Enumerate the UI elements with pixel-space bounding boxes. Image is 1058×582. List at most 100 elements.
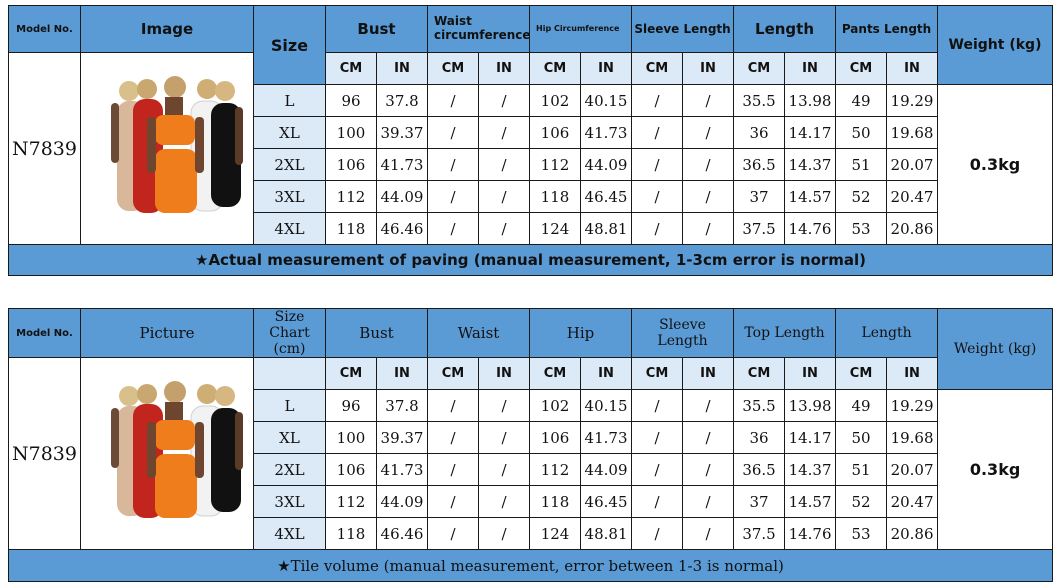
value-cell: / [682,84,735,117]
size-cell: 2XL [253,148,326,181]
value-cell: 37.8 [376,84,428,117]
value-cell: / [478,180,530,213]
value-cell: 106 [325,148,377,181]
models-photo-icon [84,377,250,530]
value-cell: / [631,389,684,423]
bust-header: Bust [325,5,428,53]
image-header: Image [80,5,254,53]
size-unit-spacer [253,357,326,391]
value-cell: 102 [529,389,582,423]
unit-in: IN [886,357,939,391]
value-cell: 20.86 [886,517,939,551]
value-cell: 48.81 [579,212,633,245]
value-cell: 49 [835,389,888,423]
unit-in: IN [682,52,735,85]
value-cell: / [631,84,684,117]
value-cell: 124 [529,212,581,245]
value-cell: 37.5 [733,212,786,245]
size-cell: XL [253,116,326,149]
value-cell: 14.17 [784,116,837,149]
value-cell: 13.98 [784,84,837,117]
unit-in: IN [784,52,837,85]
value-cell: 14.37 [784,453,837,487]
value-cell: 37.8 [375,389,429,423]
value-cell: / [427,389,480,423]
value-cell: 41.73 [375,453,429,487]
value-cell: 50 [835,116,888,149]
size-cell: 4XL [253,212,326,245]
value-cell: / [682,517,735,551]
unit-in: IN [886,52,939,85]
value-cell: / [682,421,735,455]
model-no-value: N7839 [8,357,81,551]
value-cell: 36 [733,421,786,455]
hip-header: Hip [529,307,633,359]
value-cell: / [478,212,530,245]
value-cell: / [631,212,684,245]
value-cell: / [478,485,531,519]
size-table-2: Model No. Picture Size Chart (cm) Bust W… [7,307,1054,582]
model-no-header: Model No. [8,5,81,53]
weight-value: 0.3kg [937,389,1054,551]
length-header: Length [733,5,837,53]
value-cell: 35.5 [733,389,786,423]
table-row: L 96 37.8 / / 102 40.15 / / 35.5 13.98 4… [9,389,1054,551]
hip-header: Hip Circumference [528,5,633,53]
value-cell: 36.5 [733,453,786,487]
value-cell: 40.15 [580,389,633,423]
value-cell: / [427,212,479,245]
unit-in: IN [375,357,429,391]
value-cell: 20.07 [886,453,939,487]
unit-cm: CM [529,357,582,391]
value-cell: / [631,116,684,149]
value-cell: 49 [835,84,888,117]
value-cell: 20.47 [886,485,939,519]
value-cell: 19.29 [886,84,939,117]
value-cell: 118 [529,485,582,519]
value-cell: 14.76 [784,212,837,245]
value-cell: 14.57 [784,180,837,213]
product-photo [80,52,254,245]
value-cell: 106 [529,421,582,455]
unit-cm: CM [835,52,888,85]
table-row: XL 100 39.37 / / 106 41.73 / / 36 14.17 … [9,421,1053,455]
value-cell: 13.98 [784,389,837,423]
model-figure-black [210,385,243,512]
value-cell: / [682,485,735,519]
size-cell: 3XL [253,485,326,519]
value-cell: / [427,421,480,455]
value-cell: 100 [325,116,377,149]
value-cell: 46.46 [376,212,428,245]
size-chart-header: Size Chart (cm) [253,307,326,359]
value-cell: 112 [529,453,582,487]
product-photo [80,357,254,551]
sleeve-header: Sleeve Length [631,307,735,359]
value-cell: / [427,180,479,213]
table-row: 4XL 118 46.46 / / 124 48.81 / / 37.5 14.… [9,212,1053,245]
value-cell: 51 [835,148,888,181]
value-cell: 96 [325,84,377,117]
value-cell: 19.29 [886,389,939,423]
unit-in: IN [682,357,735,391]
unit-in: IN [784,357,837,391]
value-cell: / [478,389,531,423]
top-length-header: Top Length [733,307,837,359]
value-cell: 37 [733,180,786,213]
unit-cm: CM [325,357,377,391]
unit-cm: CM [529,52,581,85]
value-cell: 106 [529,116,581,149]
value-cell: 48.81 [580,517,633,551]
value-cell: 53 [835,517,888,551]
value-cell: / [631,421,684,455]
table-row: 2XL 106 41.73 / / 112 44.09 / / 36.5 14.… [9,148,1053,181]
value-cell: 37.5 [733,517,786,551]
value-cell: / [682,212,735,245]
value-cell: 14.37 [784,148,837,181]
size-cell: L [253,389,326,423]
value-cell: 102 [529,84,581,117]
value-cell: 44.09 [579,148,633,181]
table-row: 4XL 118 46.46 / / 124 48.81 / / 37.5 14.… [9,517,1053,551]
value-cell: / [631,517,684,551]
units-row: N7839 [8,357,1053,551]
value-cell: 35.5 [733,84,786,117]
